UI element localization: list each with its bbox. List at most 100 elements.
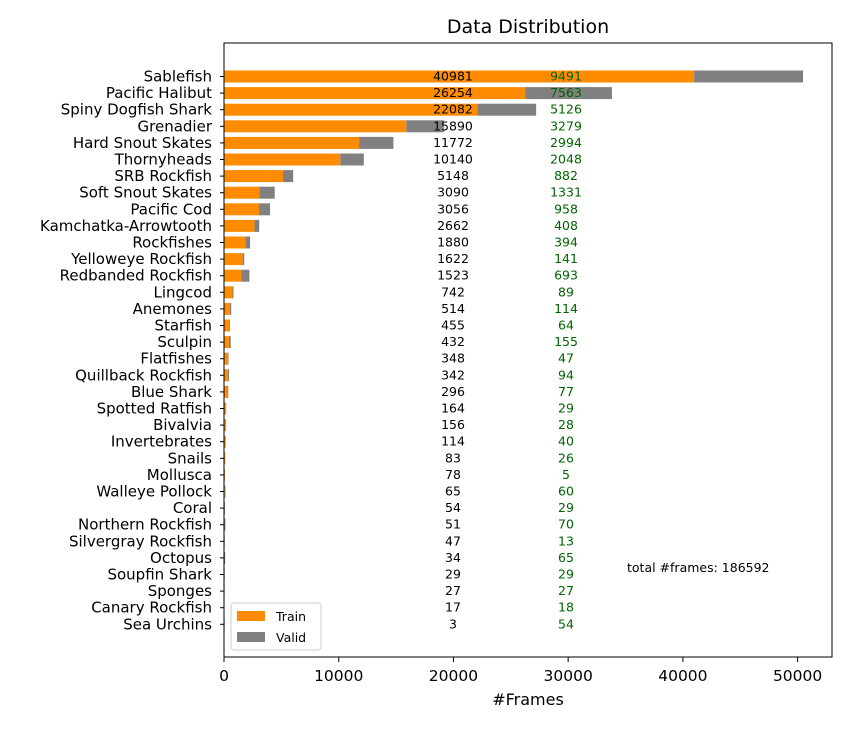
bar-valid — [224, 518, 226, 531]
bar-train — [224, 319, 230, 332]
valid-value-label: 394 — [554, 235, 578, 250]
bar-valid — [694, 70, 804, 83]
train-value-label: 78 — [445, 467, 461, 482]
train-value-label: 51 — [445, 517, 461, 532]
bar-valid — [227, 369, 230, 382]
bar-valid — [259, 186, 275, 199]
category-label: Sablefish — [144, 68, 212, 86]
category-label: Rockfishes — [132, 234, 212, 252]
plot-frame — [223, 42, 833, 658]
bar-valid — [241, 269, 250, 282]
category-label: Quillback Rockfish — [75, 366, 212, 384]
x-tick-label: 20000 — [429, 667, 478, 685]
x-tick-label: 40000 — [658, 667, 707, 685]
category-label: Soupfin Shark — [107, 566, 212, 584]
valid-value-label: 7563 — [550, 85, 582, 100]
train-value-label: 3056 — [437, 201, 469, 216]
train-value-label: 40981 — [433, 69, 473, 84]
valid-value-label: 70 — [558, 517, 574, 532]
category-label: Soft Snout Skates — [79, 184, 212, 202]
valid-value-label: 28 — [558, 417, 574, 432]
category-label: Thornyheads — [114, 151, 213, 169]
valid-value-label: 77 — [558, 384, 574, 399]
train-value-label: 2662 — [437, 218, 469, 233]
category-label: Hard Snout Skates — [73, 134, 212, 152]
valid-value-label: 54 — [558, 616, 574, 631]
bar-train — [224, 70, 695, 83]
train-value-label: 342 — [441, 367, 465, 382]
category-label: Pacific Cod — [130, 200, 212, 218]
category-label: Northern Rockfish — [78, 516, 212, 534]
bar-valid — [359, 136, 394, 149]
category-label: Anemones — [133, 300, 213, 318]
bar-train — [224, 435, 226, 448]
bar-train — [224, 120, 407, 133]
train-value-label: 22082 — [433, 102, 473, 117]
valid-value-label: 141 — [554, 251, 578, 266]
bar-train — [224, 103, 478, 116]
x-axis-label: #Frames — [492, 690, 564, 709]
x-tick-label: 50000 — [773, 667, 822, 685]
valid-value-label: 29 — [558, 500, 574, 515]
bar-valid — [254, 219, 260, 232]
valid-value-label: 94 — [558, 367, 574, 382]
valid-value-label: 26 — [558, 450, 574, 465]
category-label: Coral — [173, 499, 212, 517]
train-value-label: 1622 — [437, 251, 469, 266]
train-value-label: 15890 — [433, 118, 473, 133]
bar-train — [224, 286, 233, 299]
bar-valid — [242, 253, 245, 266]
category-label: Walleye Pollock — [96, 483, 212, 501]
valid-value-label: 18 — [558, 600, 574, 615]
train-value-label: 65 — [445, 484, 461, 499]
valid-value-label: 40 — [558, 434, 574, 449]
category-label: Redbanded Rockfish — [60, 267, 212, 285]
category-label: Pacific Halibut — [106, 84, 212, 102]
x-tick-label: 10000 — [314, 667, 363, 685]
train-value-label: 26254 — [433, 85, 473, 100]
valid-value-label: 13 — [558, 533, 574, 548]
bar-train — [224, 269, 242, 282]
train-value-label: 47 — [445, 533, 461, 548]
valid-value-label: 27 — [558, 583, 574, 598]
valid-value-label: 9491 — [550, 69, 582, 84]
valid-value-label: 5126 — [550, 102, 582, 117]
category-label: Spiny Dogfish Shark — [61, 101, 213, 119]
legend: Train Valid — [230, 602, 322, 651]
valid-value-label: 114 — [554, 301, 578, 316]
valid-value-label: 958 — [554, 201, 578, 216]
train-value-label: 164 — [441, 401, 465, 416]
valid-value-label: 65 — [558, 550, 574, 565]
bar-valid — [283, 170, 294, 183]
x-tick-label: 0 — [219, 667, 229, 685]
train-value-label: 3 — [449, 616, 457, 631]
category-label: Silvergray Rockfish — [69, 532, 212, 550]
legend-valid-swatch — [237, 632, 265, 642]
train-value-label: 11772 — [433, 135, 473, 150]
bar-train — [224, 253, 243, 266]
bar-train — [224, 136, 360, 149]
bar-valid — [224, 551, 226, 564]
category-label: Bivalvia — [153, 416, 212, 434]
legend-valid-label: Valid — [276, 630, 306, 645]
valid-value-label: 64 — [558, 318, 574, 333]
train-value-label: 514 — [441, 301, 465, 316]
bar-valid — [229, 319, 230, 332]
bar-valid — [259, 203, 271, 216]
chart-title: Data Distribution — [447, 16, 609, 38]
valid-value-label: 60 — [558, 484, 574, 499]
train-value-label: 54 — [445, 500, 461, 515]
bar-train — [224, 369, 228, 382]
valid-value-label: 5 — [562, 467, 570, 482]
train-value-label: 296 — [441, 384, 465, 399]
valid-value-label: 882 — [554, 168, 578, 183]
category-label: SRB Rockfish — [114, 167, 212, 185]
train-value-label: 3090 — [437, 185, 469, 200]
total-frames-annotation: total #frames: 186592 — [627, 560, 770, 575]
train-value-label: 83 — [445, 450, 461, 465]
train-value-label: 455 — [441, 318, 465, 333]
category-label: Canary Rockfish — [91, 599, 212, 617]
category-label: Flatfishes — [140, 350, 212, 368]
